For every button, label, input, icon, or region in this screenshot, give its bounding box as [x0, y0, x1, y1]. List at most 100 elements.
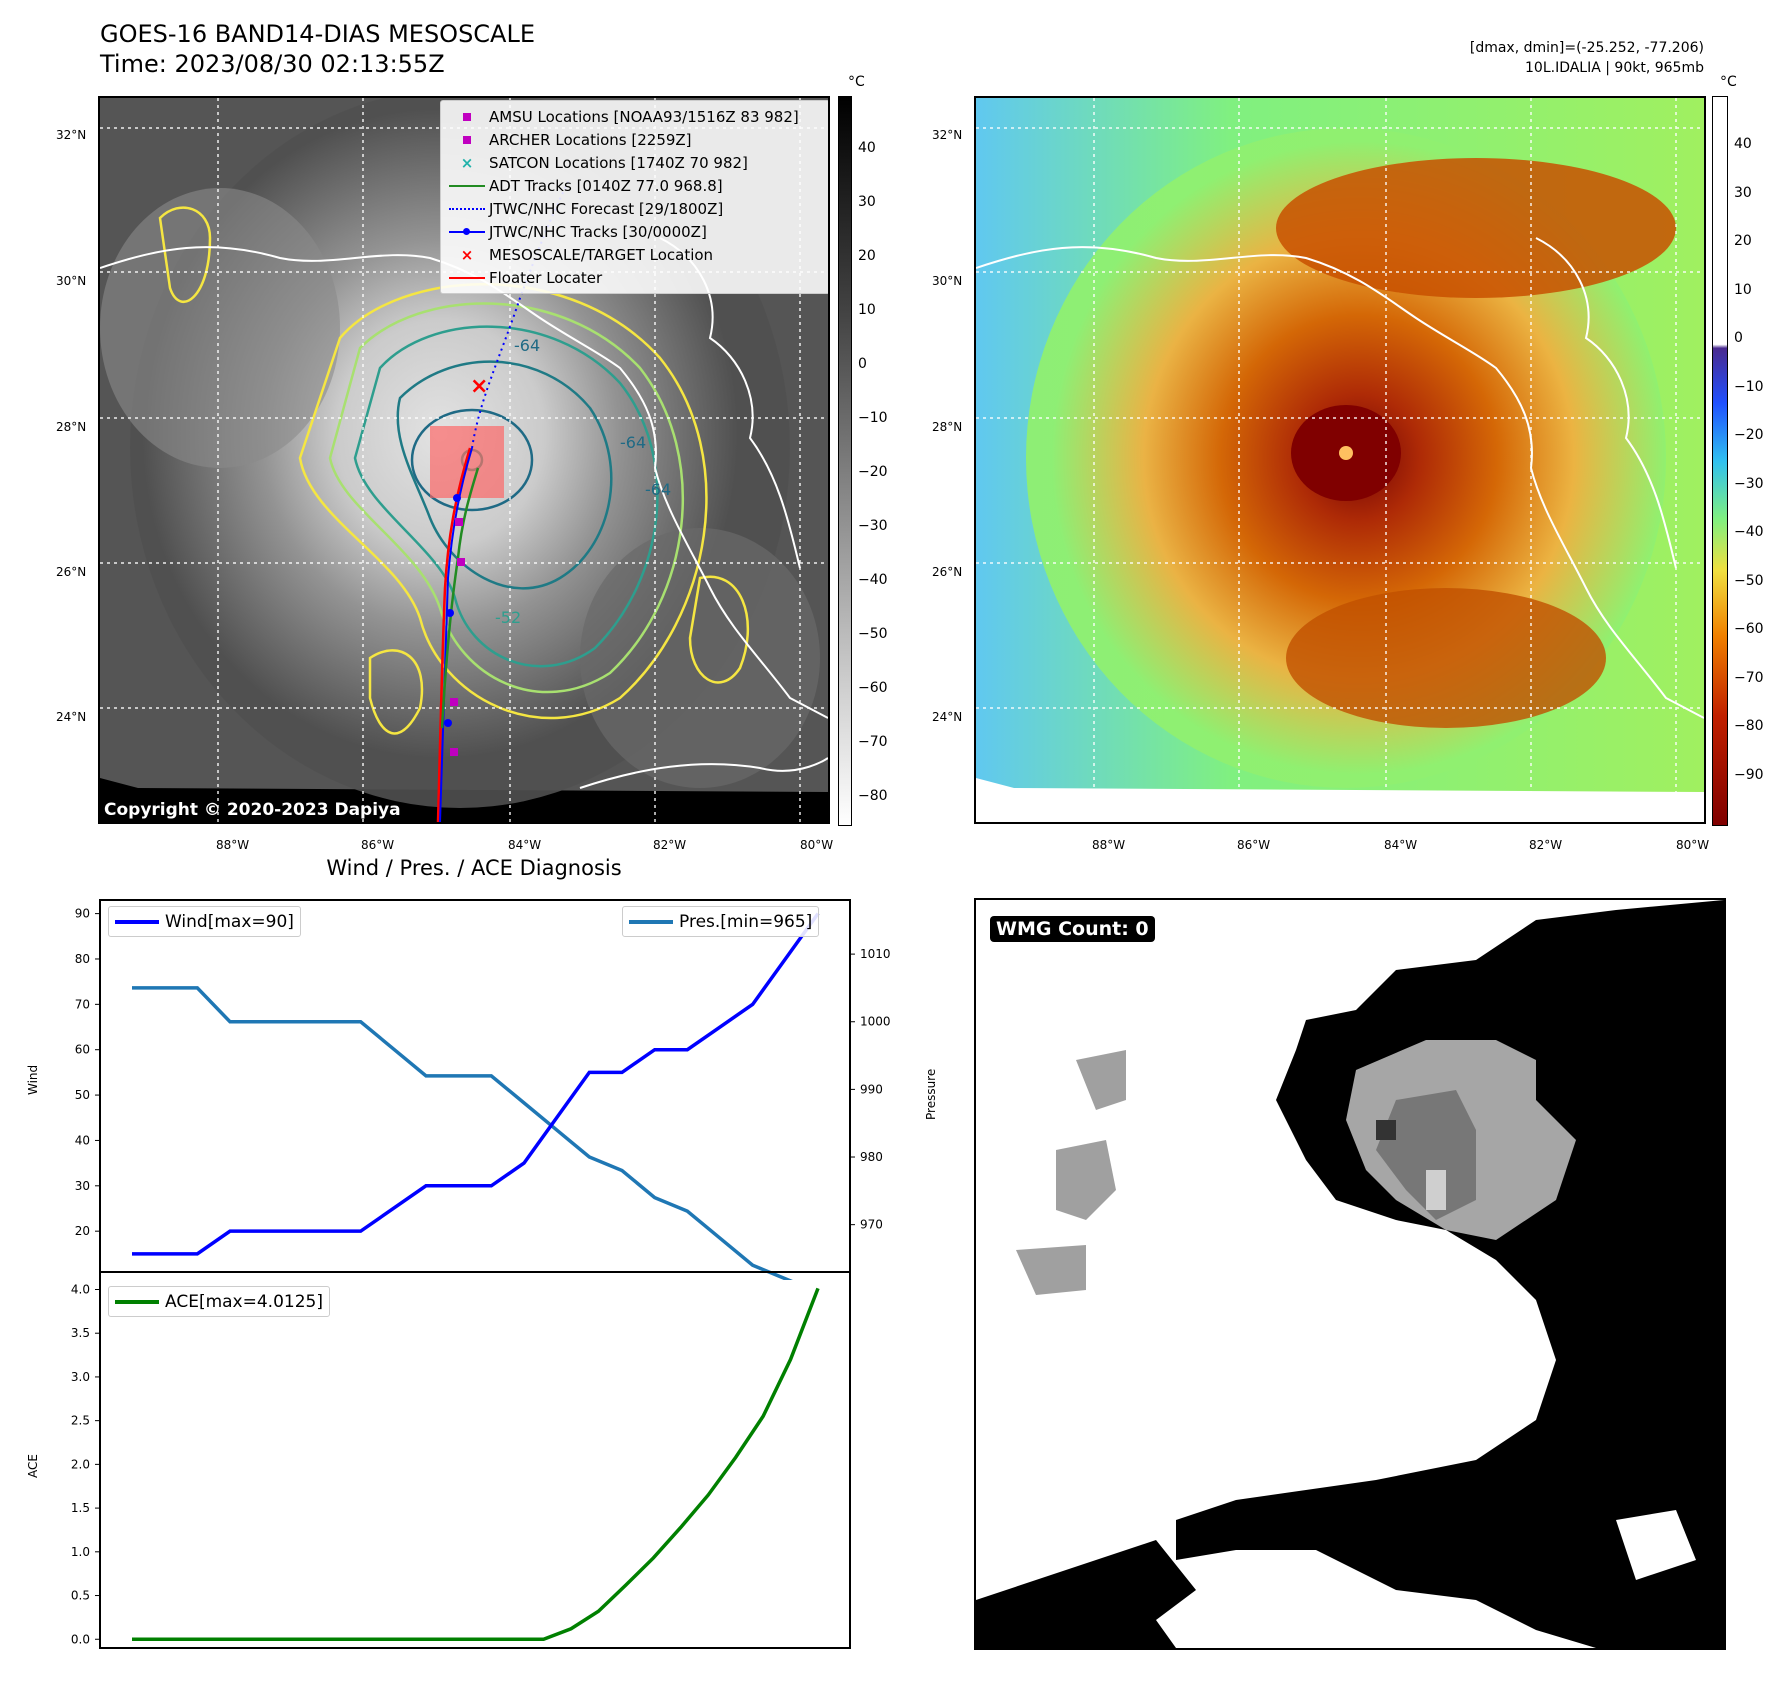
pressure-legend: Pres.[min=965] [622, 906, 820, 937]
colorbar-tick: 0 [858, 356, 867, 372]
left-colorbar-unit: °C [848, 74, 865, 90]
contour-label: -64 [620, 433, 647, 452]
ace-chart: 4.0 3.5 3.0 2.5 2.0 1.5 1.0 0.5 0.0 [71, 1271, 851, 1649]
ace-legend: ACE[max=4.0125] [108, 1286, 330, 1317]
pressure-tick-label: 970 [860, 1218, 883, 1232]
ace-tick-label: 3.5 [71, 1326, 90, 1340]
ace-tick-label: 1.5 [71, 1501, 90, 1515]
legend-symbol-icon: × [460, 153, 474, 172]
lon-label: 86°W [1237, 838, 1271, 852]
ace-tick-label: 4.0 [71, 1282, 90, 1296]
diagnosis-title: Wind / Pres. / ACE Diagnosis [326, 856, 622, 880]
legend-item: JTWC/NHC Tracks [30/0000Z] [445, 220, 825, 243]
ace-legend-label: ACE[max=4.0125] [165, 1291, 323, 1312]
legend-symbol-icon: × [460, 245, 474, 264]
pressure-legend-label: Pres.[min=965] [679, 911, 813, 932]
lon-label: 84°W [508, 838, 542, 852]
legend-symbol-icon [445, 199, 489, 219]
wind-chart-frame [99, 899, 851, 1273]
colorbar-tick: −40 [1734, 524, 1764, 540]
lat-label: 26°N [56, 565, 87, 579]
colorbar-tick: 10 [1734, 281, 1752, 298]
legend-symbol-icon [445, 268, 489, 288]
left-colorbar [838, 96, 852, 826]
legend-label: JTWC/NHC Forecast [29/1800Z] [489, 199, 724, 218]
legend-symbol-icon [445, 107, 489, 127]
contour-label: -64 [514, 336, 541, 355]
legend-item: ADT Tracks [0140Z 77.0 968.8] [445, 174, 825, 197]
lon-label: 84°W [1384, 838, 1418, 852]
lat-label: 24°N [932, 710, 963, 724]
pressure-line [132, 986, 793, 1280]
lon-label: 86°W [361, 838, 395, 852]
legend-symbol-icon [445, 222, 489, 242]
legend-label: JTWC/NHC Tracks [30/0000Z] [489, 222, 707, 241]
legend-label: Floater Locater [489, 268, 603, 287]
dmax-dmin-label: [dmax, dmin]=(-25.252, -77.206) [1469, 40, 1704, 56]
wind-line [132, 912, 820, 1256]
wind-legend: Wind[max=90] [108, 906, 301, 937]
lat-label: 24°N [56, 710, 87, 724]
colorbar-tick: −30 [1734, 475, 1764, 492]
wmg-panel: WMG Count: 0 [974, 898, 1726, 1650]
colorbar-tick: 40 [858, 140, 876, 156]
ir-color-map [974, 96, 1706, 824]
colorbar-tick: 30 [1734, 184, 1752, 201]
wind-axis-label: Wind [26, 1064, 40, 1095]
wind-tick-label: 30 [75, 1179, 90, 1193]
legend-item: AMSU Locations [NOAA93/1516Z 83 982] [445, 105, 825, 128]
wmg-count-label: WMG Count: 0 [990, 916, 1155, 942]
wind-tick-label: 90 [75, 907, 90, 921]
legend-item: × SATCON Locations [1740Z 70 982] [445, 151, 825, 174]
legend-symbol-icon [445, 176, 489, 196]
colorbar-tick: 0 [1734, 330, 1743, 346]
colorbar-tick: −70 [1734, 669, 1764, 686]
map-legend: AMSU Locations [NOAA93/1516Z 83 982] ARCH… [440, 100, 828, 294]
colorbar-tick: −10 [858, 410, 888, 426]
ace-tick-label: 1.0 [71, 1545, 90, 1559]
ace-tick-label: 0.0 [71, 1632, 90, 1646]
colorbar-tick: −60 [858, 680, 888, 696]
ace-axis-label: ACE [26, 1454, 40, 1478]
ace-tick-label: 3.0 [71, 1370, 90, 1384]
legend-label: SATCON Locations [1740Z 70 982] [489, 153, 748, 172]
wind-legend-label: Wind[max=90] [165, 911, 294, 932]
svg-text:×: × [470, 374, 488, 399]
pressure-tick-label: 1000 [860, 1015, 891, 1029]
lon-label: 82°W [653, 838, 687, 852]
lon-label: 80°W [1676, 838, 1710, 852]
legend-label: ARCHER Locations [2259Z] [489, 130, 692, 149]
contour-label: -52 [495, 608, 522, 627]
lon-label: 88°W [1092, 838, 1126, 852]
lat-label: 30°N [56, 274, 87, 288]
colorbar-tick: 40 [1734, 136, 1752, 152]
lon-label: 88°W [216, 838, 250, 852]
pressure-tick-label: 990 [860, 1082, 883, 1096]
right-colorbar [1712, 96, 1728, 826]
right-colorbar-unit: °C [1720, 74, 1737, 90]
contour-label: -64 [645, 480, 672, 499]
legend-item: Floater Locater [445, 266, 825, 289]
ir-grayscale-map: × -64 -64 -64 -52 AMSU Locations [NOAA93… [98, 96, 830, 824]
wind-tick-label: 80 [75, 952, 90, 966]
colorbar-tick: −70 [858, 734, 888, 750]
storm-info-label: 10L.IDALIA | 90kt, 965mb [1525, 60, 1704, 76]
colorbar-tick: 30 [858, 194, 876, 210]
lat-label: 32°N [932, 128, 963, 142]
ace-chart-frame [99, 1271, 851, 1649]
colorbar-tick: −80 [1734, 718, 1764, 734]
lat-label: 30°N [932, 274, 963, 288]
colorbar-tick: −50 [858, 626, 888, 642]
ace-line [132, 1287, 820, 1642]
colorbar-tick: −40 [858, 572, 888, 588]
pressure-tick-label: 1010 [860, 947, 891, 961]
colorbar-tick: −80 [858, 788, 888, 804]
colorbar-tick: 20 [858, 248, 876, 264]
colorbar-tick: 10 [858, 302, 876, 318]
ace-tick-label: 2.5 [71, 1414, 90, 1428]
legend-label: AMSU Locations [NOAA93/1516Z 83 982] [489, 107, 799, 126]
legend-symbol-icon [445, 130, 489, 150]
legend-label: ADT Tracks [0140Z 77.0 968.8] [489, 176, 723, 195]
colorbar-tick: −20 [1734, 427, 1764, 443]
lon-label: 82°W [1529, 838, 1563, 852]
